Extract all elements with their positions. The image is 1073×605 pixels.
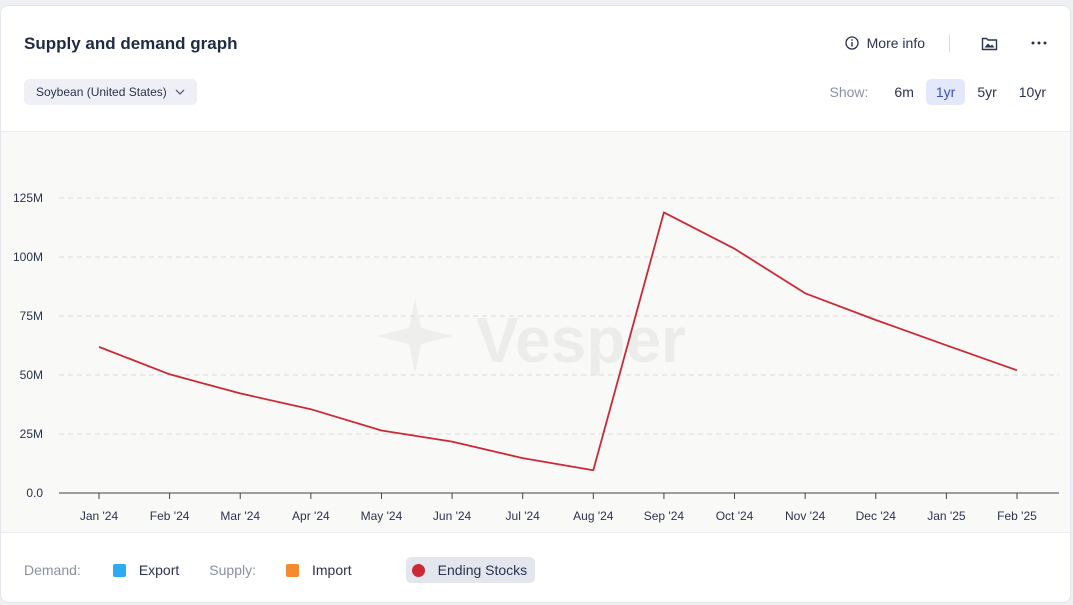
range-5yr-button[interactable]: 5yr (977, 84, 997, 100)
data-point (944, 343, 948, 347)
more-info-button[interactable]: More info (844, 35, 925, 51)
range-10yr-button[interactable]: 10yr (1018, 84, 1046, 100)
x-tick-label: Apr '24 (292, 509, 330, 523)
x-tick-label: Nov '24 (785, 509, 826, 523)
data-point (379, 428, 383, 432)
x-tick-label: Feb '25 (997, 509, 1037, 523)
image-icon (981, 37, 997, 50)
more-icon (1031, 41, 1047, 45)
range-selector: Show: 6m 1yr 5yr 10yr (829, 79, 1056, 105)
data-point (450, 440, 454, 444)
legend-label-export: Export (138, 562, 180, 578)
x-tick-label: Sep '24 (644, 509, 685, 523)
x-tick-label: May '24 (361, 509, 403, 523)
card-title: Supply and demand graph (24, 34, 238, 53)
legend-label-ending-stocks: Ending Stocks (437, 562, 528, 578)
line-chart: Vesper 0.0 25M 50M 75M 100M 125M Jan '24 Feb '24… (13, 191, 1059, 523)
data-point (1015, 368, 1019, 372)
x-tick-label: Oct '24 (716, 509, 754, 523)
header-actions: More info (844, 32, 1050, 54)
y-tick-label: 50M (20, 368, 43, 382)
data-point (874, 318, 878, 322)
x-tick-label: Aug '24 (573, 509, 614, 523)
header-divider (949, 34, 950, 52)
data-point (238, 391, 242, 395)
more-info-label: More info (866, 35, 925, 51)
supply-demand-card: Supply and demand graph More info (0, 5, 1071, 603)
legend-item-import[interactable]: Import (285, 562, 352, 578)
x-tick-label: Feb '24 (150, 509, 190, 523)
data-point (733, 247, 737, 251)
range-1yr-button[interactable]: 1yr (925, 79, 966, 105)
range-6m-button[interactable]: 6m (894, 84, 914, 100)
commodity-selected: Soybean (United States) (36, 85, 167, 99)
export-swatch (112, 563, 126, 577)
show-label: Show: (829, 84, 869, 100)
data-point (521, 456, 525, 460)
more-options-button[interactable] (1028, 32, 1050, 54)
x-tick-label: Jan '25 (927, 509, 966, 523)
x-tick-label: Dec '24 (856, 509, 897, 523)
y-tick-label: 125M (13, 191, 43, 205)
data-point (309, 407, 313, 411)
legend-label-import: Import (311, 562, 352, 578)
y-tick-label: 25M (20, 427, 43, 441)
export-image-button[interactable] (978, 32, 1000, 54)
data-point (591, 468, 595, 472)
y-tick-label: 75M (20, 309, 43, 323)
x-tick-label: Mar '24 (220, 509, 260, 523)
import-swatch (285, 563, 299, 577)
x-tick-label: Jan '24 (80, 509, 119, 523)
watermark-text: Vesper (476, 304, 686, 376)
watermark-logo (377, 298, 453, 374)
demand-label: Demand: (24, 562, 81, 578)
data-point (168, 372, 172, 376)
y-tick-label: 0.0 (26, 486, 43, 500)
commodity-dropdown[interactable]: Soybean (United States) (24, 79, 197, 105)
chart-area: Vesper 0.0 25M 50M 75M 100M 125M Jan '24 Feb '24… (1, 131, 1070, 533)
data-point (662, 210, 666, 214)
legend-item-ending-stocks[interactable]: Ending Stocks (405, 557, 536, 583)
data-point (97, 345, 101, 349)
ending-stocks-dot (411, 563, 425, 577)
supply-label: Supply: (209, 562, 256, 578)
legend-item-export[interactable]: Export (112, 562, 180, 578)
x-tick-label: Jun '24 (433, 509, 472, 523)
info-icon (844, 36, 859, 50)
legend: Demand: Export Supply: Import Ending Sto… (24, 557, 565, 583)
data-point (803, 291, 807, 295)
chevron-down-icon (175, 89, 185, 95)
series-line-ending-stocks (98, 211, 1018, 472)
x-tick-label: Jul '24 (506, 509, 541, 523)
y-tick-label: 100M (13, 250, 43, 264)
